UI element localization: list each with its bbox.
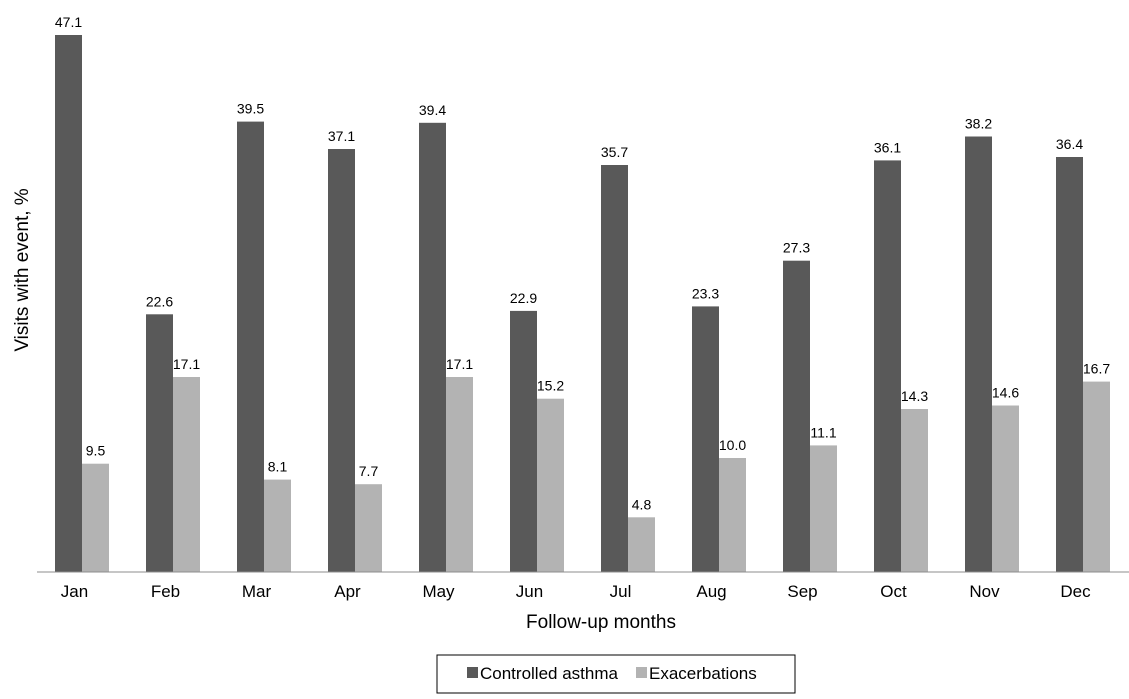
bar-exacerbations-dec [1083,381,1110,572]
data-label-controlled-asthma-nov: 38.2 [965,116,992,132]
data-label-controlled-asthma-mar: 39.5 [237,101,264,117]
data-label-exacerbations-mar: 8.1 [268,459,288,475]
bar-exacerbations-oct [901,409,928,572]
data-label-controlled-asthma-jan: 47.1 [55,14,82,30]
data-label-exacerbations-jun: 15.2 [537,378,564,394]
x-tick-label-feb: Feb [151,582,180,601]
data-label-controlled-asthma-jun: 22.9 [510,290,537,306]
x-tick-label-oct: Oct [880,582,907,601]
data-label-controlled-asthma-feb: 22.6 [146,293,173,309]
data-label-exacerbations-jan: 9.5 [86,443,106,459]
legend-box [436,654,796,694]
bar-controlled-asthma-sep [783,260,810,572]
data-labels-layer: 47.1 9.5 22.6 17.1 39.5 8.1 37.1 7.7 39.4 17.1 22.… [55,14,1110,512]
legend: Controlled asthma Exacerbations [436,654,796,694]
data-label-exacerbations-feb: 17.1 [173,356,200,372]
bar-exacerbations-feb [173,377,200,572]
bar-exacerbations-mar [264,479,291,572]
x-tick-label-apr: Apr [334,582,361,601]
data-label-controlled-asthma-dec: 36.4 [1056,136,1083,152]
legend-label-exacerbations: Exacerbations [649,664,757,683]
bar-exacerbations-aug [719,458,746,572]
x-tick-label-dec: Dec [1060,582,1091,601]
data-label-controlled-asthma-aug: 23.3 [692,285,719,301]
x-axis-title: Follow-up months [526,612,676,633]
x-tick-label-sep: Sep [787,582,817,601]
legend-swatch-exacerbations [636,667,647,678]
data-label-controlled-asthma-oct: 36.1 [874,139,901,155]
data-label-exacerbations-apr: 7.7 [359,463,379,479]
bar-controlled-asthma-nov [965,136,992,572]
x-tick-label-nov: Nov [969,582,1000,601]
bar-controlled-asthma-jan [55,35,82,572]
bar-controlled-asthma-apr [328,149,355,572]
x-tick-label-mar: Mar [242,582,272,601]
bar-exacerbations-jun [537,398,564,572]
x-tick-label-jul: Jul [610,582,632,601]
bar-controlled-asthma-feb [146,314,173,572]
data-label-exacerbations-sep: 11.1 [810,424,836,440]
x-tick-label-jan: Jan [61,582,88,601]
data-label-controlled-asthma-apr: 37.1 [328,128,355,144]
bar-controlled-asthma-aug [692,306,719,572]
data-label-exacerbations-dec: 16.7 [1083,361,1110,377]
bar-exacerbations-may [446,377,473,572]
data-label-controlled-asthma-jul: 35.7 [601,144,628,160]
bar-exacerbations-jul [628,517,655,572]
legend-label-controlled-asthma: Controlled asthma [480,664,619,683]
data-label-exacerbations-aug: 10.0 [719,437,746,453]
legend-swatch-controlled-asthma [467,667,478,678]
x-tick-label-jun: Jun [516,582,543,601]
data-label-exacerbations-nov: 14.6 [992,385,1019,401]
data-label-controlled-asthma-may: 39.4 [419,102,446,118]
data-label-exacerbations-jul: 4.8 [632,496,652,512]
bar-controlled-asthma-oct [874,160,901,572]
bar-exacerbations-apr [355,484,382,572]
x-tick-label-may: May [422,582,455,601]
x-tick-label-aug: Aug [696,582,726,601]
bar-controlled-asthma-jul [601,165,628,572]
bar-controlled-asthma-jun [510,310,537,572]
bar-exacerbations-nov [992,405,1019,572]
bar-controlled-asthma-dec [1056,157,1083,572]
bar-controlled-asthma-may [419,122,446,573]
bars-layer [55,35,1110,573]
bar-exacerbations-sep [810,445,837,572]
bar-controlled-asthma-mar [237,121,264,572]
data-label-controlled-asthma-sep: 27.3 [783,240,810,256]
data-label-exacerbations-oct: 14.3 [901,388,928,404]
x-tick-labels: Jan Feb Mar Apr May Jun Jul Aug Sep Oct Nov Dec [61,582,1091,601]
bar-exacerbations-jan [82,463,109,572]
data-label-exacerbations-may: 17.1 [446,356,473,372]
y-axis-title: Visits with event, % [12,188,33,351]
